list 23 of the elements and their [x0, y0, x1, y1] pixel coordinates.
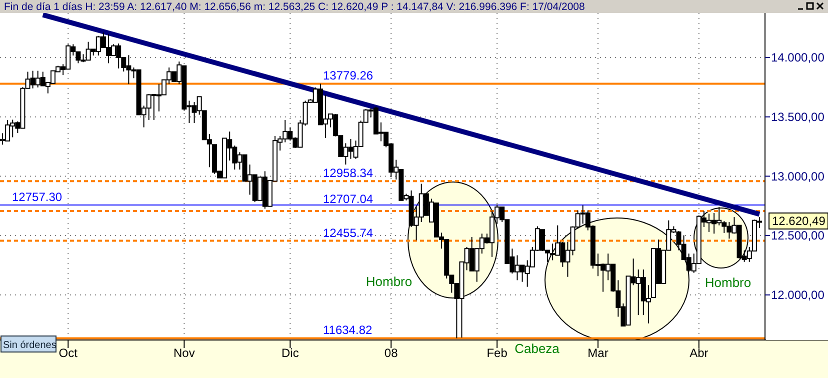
y-tick-label: 12.000,00 — [771, 288, 825, 302]
x-tick-label: Nov — [174, 346, 195, 360]
y-tick-label: 12.500,00 — [771, 228, 825, 243]
chart-title: Fin de día 1 días H: 23:59 A: 12.617,40 M: 12.656,56 m: 12.563,25 C: 12.620,49 P : 14.147,84 V: 216.996.396 F: 17/04/2008 — [4, 1, 586, 13]
x-tick-label: Feb — [486, 346, 508, 360]
ref-line-label: 11634.82 — [323, 323, 372, 338]
text: 12.620,49 — [772, 214, 826, 228]
ref-line-label: 13779.26 — [323, 68, 374, 83]
annotation: Hombro — [704, 275, 752, 290]
y-tick-label: 14.000,00 — [771, 50, 825, 65]
ref-line-label: 12958.34 — [323, 166, 374, 180]
y-tick-label: 13.500,00 — [771, 110, 825, 124]
x-tick-label: Abr — [690, 346, 708, 360]
x-tick-label: Mar — [588, 346, 608, 360]
ref-line-label: 12707.04 — [323, 192, 374, 206]
x-tick-label: Oct — [58, 346, 78, 360]
annotation: Hombro — [366, 274, 412, 289]
ref-line-label: 12455.74 — [323, 226, 374, 240]
y-tick-label: 13.000,00 — [771, 169, 825, 184]
ref-line-label: 12757.30 — [12, 190, 62, 204]
x-tick-label: Dic — [281, 346, 299, 360]
x-tick-label: 08 — [384, 346, 398, 360]
text: Cabeza — [514, 341, 560, 356]
